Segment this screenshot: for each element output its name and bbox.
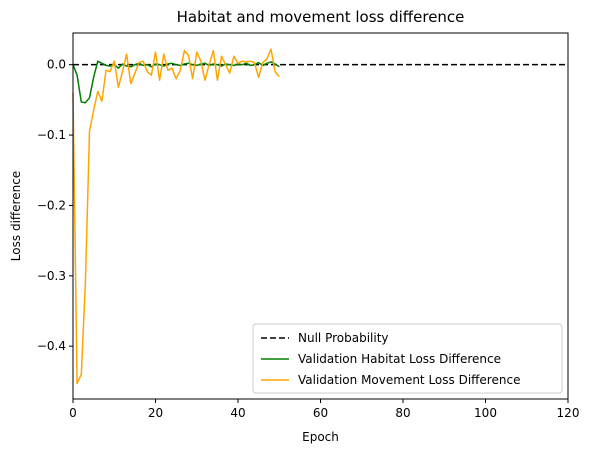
x-axis: 0 20 40 60 80 100 120	[69, 399, 579, 420]
y-tick-label: −0.2	[37, 198, 66, 212]
x-tick-label: 60	[313, 406, 328, 420]
x-tick-label: 40	[230, 406, 245, 420]
legend: Null Probability Validation Habitat Loss …	[252, 323, 563, 394]
y-tick-label: −0.3	[37, 269, 66, 283]
x-tick-label: 20	[148, 406, 163, 420]
x-tick-label: 120	[557, 406, 580, 420]
y-tick-label: 0.0	[47, 58, 66, 72]
legend-label: Validation Movement Loss Difference	[298, 373, 520, 387]
legend-entry-null-probability: Null Probability	[261, 331, 389, 345]
legend-box	[252, 323, 563, 394]
x-tick-label: 0	[69, 406, 77, 420]
legend-label: Validation Habitat Loss Difference	[298, 352, 501, 366]
x-tick-label: 100	[474, 406, 497, 420]
legend-label: Null Probability	[298, 331, 389, 345]
plot-area	[72, 48, 568, 385]
y-axis-label: Loss difference	[9, 171, 23, 261]
y-axis: 0.0 −0.1 −0.2 −0.3 −0.4	[37, 58, 73, 353]
y-tick-label: −0.1	[37, 128, 66, 142]
habitat-loss-series-line	[72, 60, 280, 104]
legend-entry-habitat-loss: Validation Habitat Loss Difference	[261, 352, 501, 366]
x-axis-label: Epoch	[302, 430, 339, 444]
chart-title: Habitat and movement loss difference	[177, 8, 465, 26]
movement-loss-series-line	[72, 48, 280, 385]
legend-entry-movement-loss: Validation Movement Loss Difference	[261, 373, 520, 387]
x-tick-label: 80	[395, 406, 410, 420]
y-tick-label: −0.4	[37, 339, 66, 353]
